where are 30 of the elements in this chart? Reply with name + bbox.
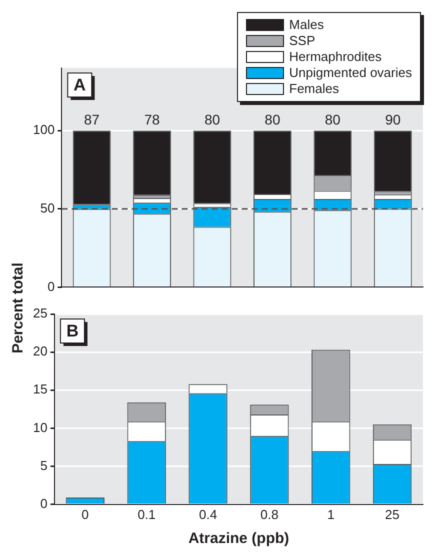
chart-title: B bbox=[66, 322, 79, 341]
annotation: 80 bbox=[264, 111, 280, 128]
annotation: 78 bbox=[144, 111, 160, 128]
chart-title: A bbox=[74, 76, 86, 95]
y-tick-label: 100 bbox=[32, 122, 55, 138]
x-tick-label: 25 bbox=[385, 506, 400, 522]
x-tick-label: 0 bbox=[82, 506, 89, 522]
annotation: 87 bbox=[84, 111, 100, 128]
legend-label: Hermaphrodites bbox=[289, 49, 382, 65]
legend-label: Unpigmented ovaries bbox=[289, 65, 412, 81]
annotation: 80 bbox=[324, 111, 341, 128]
x-tick-label: 0.4 bbox=[198, 506, 218, 522]
y-tick-label: 15 bbox=[32, 382, 48, 397]
y-tick-label: 0 bbox=[47, 278, 55, 294]
x-tick-label: 1 bbox=[327, 506, 334, 522]
legend-label: Males bbox=[289, 17, 324, 33]
y-axis-title: Percent total bbox=[10, 262, 26, 354]
y-tick-label: 0 bbox=[40, 496, 48, 511]
legend-label: SSP bbox=[289, 33, 316, 49]
y-tick-label: 20 bbox=[32, 344, 48, 359]
y-tick-label: 10 bbox=[32, 420, 48, 435]
annotation: 90 bbox=[385, 111, 401, 128]
annotation: 80 bbox=[204, 111, 220, 128]
y-tick-label: 25 bbox=[32, 306, 48, 321]
y-tick-label: 5 bbox=[40, 458, 48, 473]
x-tick-label: 0.1 bbox=[138, 506, 156, 522]
legend-label: Females bbox=[289, 81, 339, 97]
x-tick-label: 0.8 bbox=[260, 506, 278, 522]
y-tick-label: 50 bbox=[40, 200, 55, 216]
x-axis-title: Atrazine (ppb) bbox=[188, 530, 290, 548]
